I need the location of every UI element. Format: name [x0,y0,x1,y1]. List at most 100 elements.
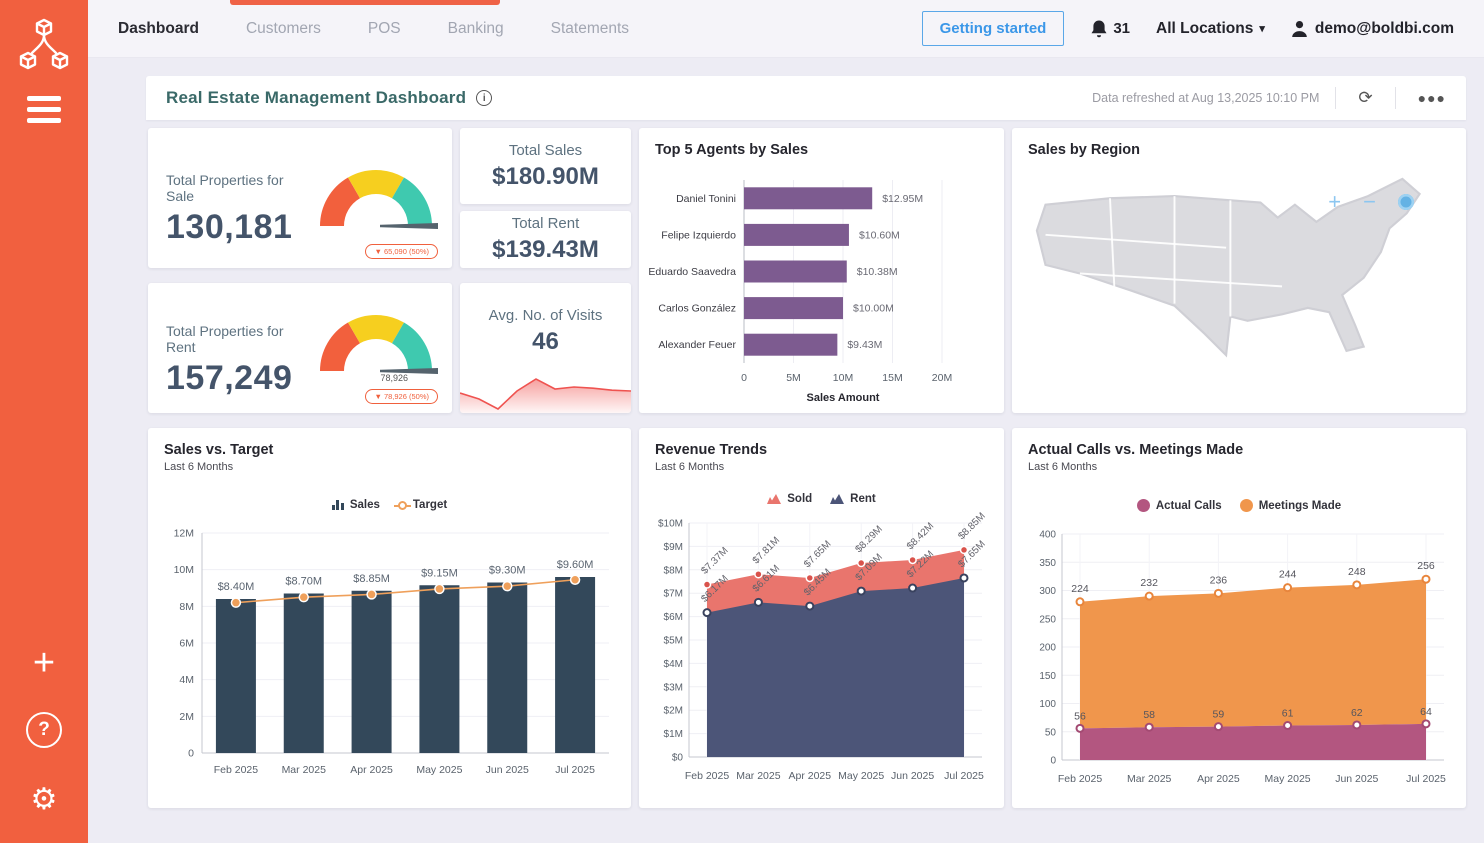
info-icon[interactable]: i [476,90,493,106]
svg-text:0: 0 [741,372,747,384]
svg-text:150: 150 [1039,671,1056,682]
legend-item-actual-calls[interactable]: Actual Calls [1136,499,1222,512]
map-zoom-in-icon[interactable]: + [1328,189,1342,214]
svg-text:$8.70M: $8.70M [285,576,322,588]
data-refreshed-text: Data refreshed at Aug 13,2025 10:10 PM [1092,91,1320,105]
legend-item-target[interactable]: Target [393,499,448,511]
svg-text:Feb 2025: Feb 2025 [1058,773,1103,785]
notifications-button[interactable]: 31 [1090,19,1130,39]
svg-text:$8M: $8M [664,565,683,576]
menu-hamburger-icon[interactable] [27,96,61,123]
svg-text:$9M: $9M [664,542,683,553]
svg-text:$10.00M: $10.00M [853,303,894,315]
chart-title: Sales vs. Target [164,442,274,458]
legend: Sales Target [148,499,631,511]
tab-customers[interactable]: Customers [245,19,321,37]
revenue-trends-chart: $0 $1M $2M $3M $4M $5M $6M $7M $8M $9M $10M $7.37M $… [658,511,988,782]
svg-text:59: 59 [1213,709,1225,721]
kpi-label: Total Sales [508,141,583,159]
svg-text:10M: 10M [833,372,853,384]
getting-started-button[interactable]: Getting started [921,11,1065,46]
svg-text:$3M: $3M [664,682,683,693]
chart-subtitle: Last 6 Months [1028,461,1098,473]
legend-label: Target [412,499,448,511]
legend: Actual Calls Meetings Made [1012,499,1466,512]
map-settings-icon[interactable] [1398,194,1414,210]
legend-item-rent[interactable]: Rent [830,493,876,505]
legend-item-sold[interactable]: Sold [767,493,812,505]
svg-text:Jun 2025: Jun 2025 [1335,773,1378,785]
svg-text:$7M: $7M [664,589,683,600]
kpi-label: Total Properties for Sale [166,172,284,204]
svg-text:$1M: $1M [664,729,683,740]
svg-text:Apr 2025: Apr 2025 [1197,773,1240,785]
divider [1394,87,1396,109]
meetings-dot-icon [1239,499,1253,512]
legend-label: Actual Calls [1155,499,1222,512]
svg-text:$7.81M: $7.81M [751,535,782,566]
chart-subtitle: Last 6 Months [164,461,234,473]
svg-text:Jun 2025: Jun 2025 [891,770,934,782]
svg-text:$10.38M: $10.38M [857,266,898,278]
svg-text:Sales Amount: Sales Amount [807,392,880,404]
chart-title: Revenue Trends [655,442,768,458]
boldbi-logo-icon [18,16,70,74]
svg-text:May 2025: May 2025 [838,770,884,782]
kpi-label: Total Rent [511,215,580,232]
svg-text:Jul 2025: Jul 2025 [944,770,984,782]
svg-text:300: 300 [1039,586,1056,597]
more-options-icon[interactable]: ●●● [1417,90,1446,106]
help-icon[interactable]: ? [26,712,62,748]
kpi-label: Avg. No. of Visits [488,307,603,324]
legend-item-sales[interactable]: Sales [331,499,380,511]
dashboard-header-bar: Real Estate Management Dashboard i Data … [146,76,1466,120]
tab-pos[interactable]: POS [367,19,401,37]
tab-banking[interactable]: Banking [447,19,504,37]
svg-text:Jun 2025: Jun 2025 [486,764,529,776]
svg-text:6M: 6M [179,638,194,650]
user-email: demo@boldbi.com [1314,19,1454,37]
settings-gear-icon[interactable]: ⚙ [30,783,58,816]
legend-label: Meetings Made [1258,499,1342,512]
refresh-icon[interactable]: ⟳ [1358,88,1373,107]
user-menu[interactable]: demo@boldbi.com [1291,20,1454,38]
svg-text:50: 50 [1045,727,1057,738]
kpi-value: 157,249 [166,359,293,397]
svg-text:15M: 15M [882,372,902,384]
kpi-card-properties-for-sale: Total Properties for Sale 130,181 ▼ 65,0… [148,128,452,268]
svg-text:200: 200 [1039,643,1056,654]
svg-text:$4M: $4M [664,659,683,670]
kpi-card-properties-for-rent: Total Properties for Rent 157,249 78,926… [148,283,452,413]
svg-text:Apr 2025: Apr 2025 [788,770,831,782]
tab-statements[interactable]: Statements [550,19,630,37]
svg-text:$2M: $2M [664,706,683,717]
legend-item-meetings[interactable]: Meetings Made [1239,499,1342,512]
svg-text:$8.29M: $8.29M [854,524,885,555]
legend: Sold Rent [639,493,1004,505]
svg-text:236: 236 [1210,574,1228,586]
rent-gauge [320,315,438,374]
tab-dashboard[interactable]: Dashboard [118,19,199,37]
svg-text:12M: 12M [174,528,194,540]
svg-text:$9.60M: $9.60M [557,559,594,571]
location-dropdown[interactable]: All Locations ▾ [1156,20,1265,38]
kpi-value: 46 [532,328,559,355]
map-zoom-out-icon[interactable]: − [1363,189,1376,214]
svg-text:100: 100 [1039,699,1056,710]
add-button[interactable]: + [32,642,56,684]
svg-text:58: 58 [1143,709,1155,721]
bell-icon [1090,19,1108,39]
svg-text:$12.95M: $12.95M [882,193,923,205]
svg-text:61: 61 [1282,708,1294,720]
us-map [1035,177,1422,358]
svg-text:$8.85M: $8.85M [353,573,390,585]
sales-target-chart: 0 2M 4M 6M 8M 10M 12M $8.40M Feb 2025 $8.70M Mar 2… [174,528,609,776]
sidebar: + ? ⚙ [0,0,88,843]
svg-text:$8.40M: $8.40M [218,581,255,593]
svg-text:248: 248 [1348,566,1366,578]
svg-text:10M: 10M [174,564,194,576]
kpi-card-total-rent: Total Rent $139.43M [460,211,631,268]
svg-text:244: 244 [1279,569,1297,581]
sale-gauge [320,170,438,229]
card-sales-by-region: Sales by Region + − [1012,128,1466,413]
